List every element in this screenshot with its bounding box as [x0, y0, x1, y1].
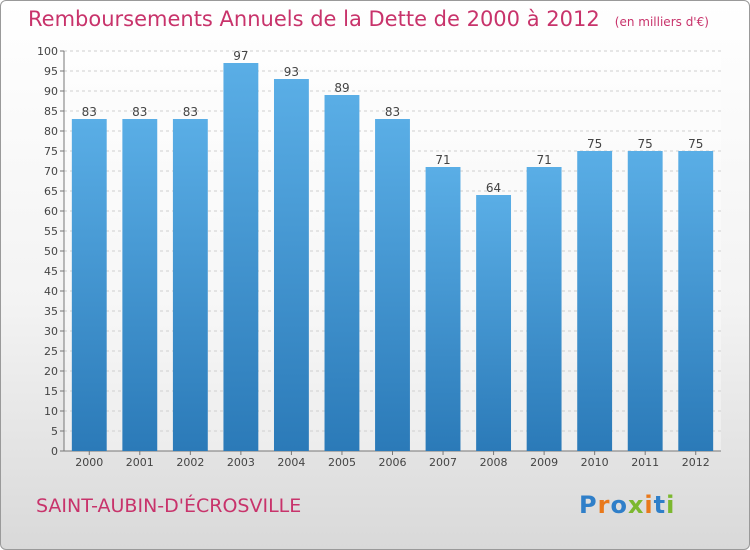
bar [324, 95, 360, 451]
logo-letter: i [644, 491, 654, 519]
bar [425, 167, 461, 451]
y-tick-label: 0 [51, 445, 58, 458]
y-tick-label: 65 [44, 185, 58, 198]
x-tick-label: 2006 [379, 456, 407, 469]
x-tick-label: 2002 [176, 456, 204, 469]
y-tick-label: 70 [44, 165, 58, 178]
x-tick-label: 2009 [530, 456, 558, 469]
bar [678, 151, 714, 451]
y-tick-label: 50 [44, 245, 58, 258]
x-tick-label: 2012 [682, 456, 710, 469]
x-tick-label: 2010 [581, 456, 609, 469]
logo-letter: o [610, 491, 628, 519]
bar [223, 63, 259, 451]
bar [71, 119, 107, 451]
bar-value-label: 75 [688, 137, 703, 151]
bar-value-label: 83 [385, 105, 400, 119]
y-tick-label: 25 [44, 345, 58, 358]
bar-value-label: 83 [132, 105, 147, 119]
bar-value-label: 93 [284, 65, 299, 79]
bar-value-label: 64 [486, 181, 501, 195]
bar-value-label: 71 [435, 153, 450, 167]
y-tick-label: 55 [44, 225, 58, 238]
chart-title-unit: (en milliers d'€) [614, 15, 709, 29]
y-tick-label: 60 [44, 205, 58, 218]
y-tick-label: 30 [44, 325, 58, 338]
y-tick-label: 80 [44, 125, 58, 138]
chart-title-main: Remboursements Annuels de la Dette de 20… [28, 7, 600, 31]
y-tick-label: 40 [44, 285, 58, 298]
y-tick-label: 75 [44, 145, 58, 158]
bar-value-label: 75 [587, 137, 602, 151]
bar-value-label: 83 [82, 105, 97, 119]
y-tick-label: 35 [44, 305, 58, 318]
bar [122, 119, 158, 451]
bar [577, 151, 613, 451]
y-tick-label: 45 [44, 265, 58, 278]
logo-letter: r [597, 491, 611, 519]
x-tick-label: 2004 [277, 456, 305, 469]
bar [627, 151, 663, 451]
bar [526, 167, 562, 451]
bar-value-label: 89 [334, 81, 349, 95]
x-tick-label: 2000 [75, 456, 103, 469]
y-tick-label: 95 [44, 65, 58, 78]
x-tick-label: 2003 [227, 456, 255, 469]
chart-title: Remboursements Annuels de la Dette de 20… [28, 7, 709, 31]
y-tick-label: 20 [44, 365, 58, 378]
y-tick-label: 90 [44, 85, 58, 98]
bar [273, 79, 309, 451]
logo-letter: x [627, 491, 645, 519]
y-tick-label: 85 [44, 105, 58, 118]
x-tick-label: 2001 [126, 456, 154, 469]
x-tick-label: 2011 [631, 456, 659, 469]
bar [476, 195, 512, 451]
bar [375, 119, 410, 451]
logo-letter: t [653, 491, 667, 519]
y-tick-label: 10 [44, 405, 58, 418]
y-tick-label: 15 [44, 385, 58, 398]
x-tick-label: 2008 [480, 456, 508, 469]
x-tick-label: 2007 [429, 456, 457, 469]
bar-value-label: 75 [638, 137, 653, 151]
y-tick-label: 100 [37, 45, 58, 58]
logo-letter: i [666, 491, 676, 519]
bar-value-label: 97 [233, 49, 248, 63]
logo-letter: P [579, 491, 598, 519]
bar-value-label: 83 [183, 105, 198, 119]
y-tick-label: 5 [51, 425, 58, 438]
x-tick-label: 2005 [328, 456, 356, 469]
bar [172, 119, 208, 451]
bar-value-label: 71 [536, 153, 551, 167]
city-name: SAINT-AUBIN-D'ÉCROSVILLE [36, 495, 302, 517]
proxiti-logo: Proxiti [579, 491, 675, 519]
